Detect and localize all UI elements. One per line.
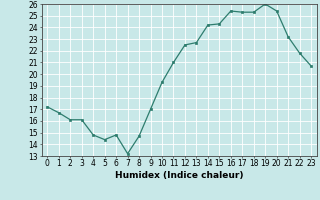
X-axis label: Humidex (Indice chaleur): Humidex (Indice chaleur)	[115, 171, 244, 180]
